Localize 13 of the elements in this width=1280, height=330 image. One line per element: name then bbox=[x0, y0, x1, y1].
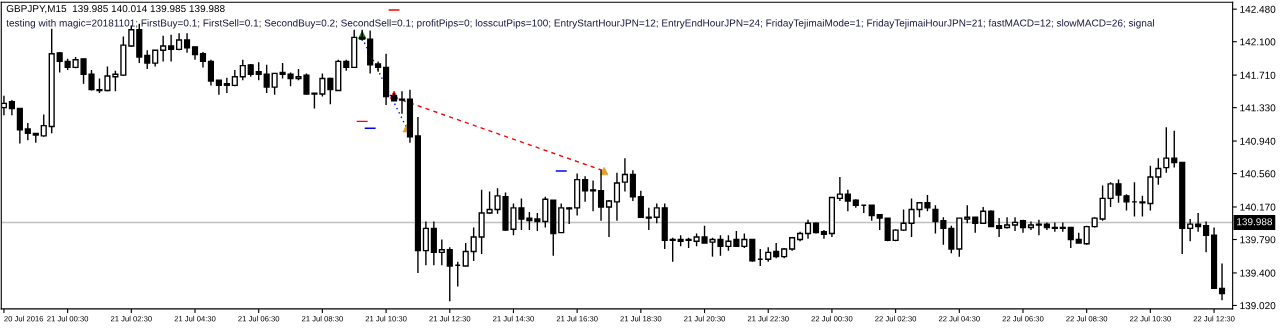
y-tick-label: 142.480 bbox=[1240, 5, 1276, 13]
y-tick-label: 141.330 bbox=[1240, 104, 1276, 112]
text: testing with magic=20181101; FirstBuy=0.1; FirstSell=0.1; SecondBuy=0.2; SecondSell=0.1; profitPips=0; losscutPips=100; EntryStartHourJPN=12; EntryEndHourJPN=24; FridayTejimaiMode=1; FridayTejimaiHourJPN=21; fastMACD=12; slowMACD=26; signal bbox=[6, 19, 1154, 29]
y-tick-label: 141.710 bbox=[1240, 71, 1276, 79]
y-tick-label: 142.100 bbox=[1240, 38, 1276, 46]
y-tick-label: 139.790 bbox=[1240, 236, 1276, 244]
y-tick-label: 139.400 bbox=[1240, 269, 1276, 277]
y-tick-label: 140.170 bbox=[1240, 203, 1276, 211]
y-tick-label: 140.940 bbox=[1240, 137, 1276, 145]
ref-line-label: 139.988 bbox=[1237, 218, 1273, 226]
chart-title: GBPJPY,M15 139.985 140.014 139.985 139.988 bbox=[6, 5, 225, 14]
y-tick-label: 140.560 bbox=[1240, 170, 1276, 178]
y-tick-label: 139.020 bbox=[1240, 302, 1276, 310]
